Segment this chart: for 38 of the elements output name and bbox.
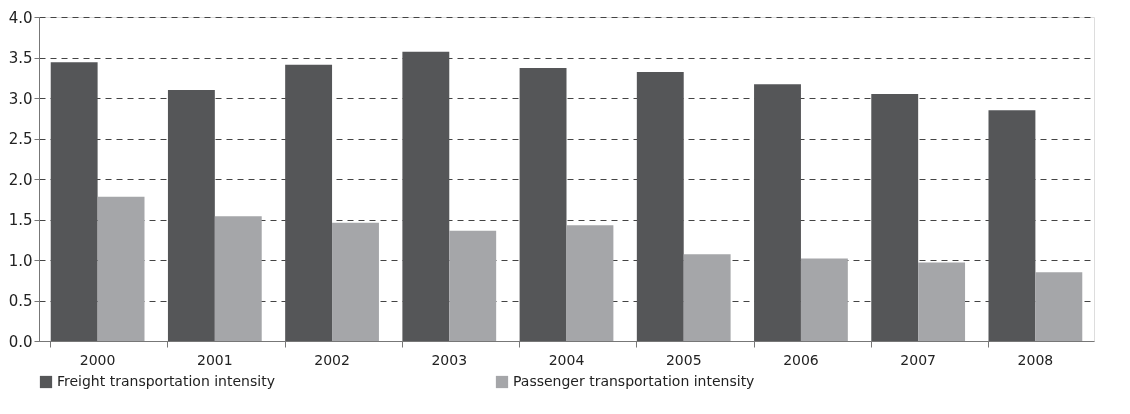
bar bbox=[754, 84, 801, 341]
x-tick-label: 2008 bbox=[1017, 351, 1054, 368]
bar bbox=[683, 254, 731, 341]
y-tick-label: 1.0 bbox=[8, 251, 33, 270]
bar bbox=[636, 72, 684, 341]
bar bbox=[871, 93, 919, 341]
x-tick-label: 2002 bbox=[314, 351, 350, 368]
x-tick-label: 2004 bbox=[548, 351, 585, 368]
x-tick-label: 2007 bbox=[900, 351, 936, 368]
x-tick-label: 2001 bbox=[197, 351, 233, 368]
y-tick-label: 2.0 bbox=[8, 170, 33, 189]
y-tick-label: 3.0 bbox=[8, 89, 33, 108]
bar bbox=[1035, 272, 1083, 341]
y-tick-label: 0.5 bbox=[8, 292, 33, 310]
bar bbox=[332, 222, 379, 341]
y-tick-label: 1.5 bbox=[8, 211, 33, 229]
legend-label: Passenger transportation intensity bbox=[513, 373, 755, 389]
bar bbox=[214, 216, 262, 341]
y-tick-label: 4.0 bbox=[8, 8, 33, 27]
bar bbox=[566, 225, 614, 341]
x-tick-label: 2005 bbox=[665, 351, 702, 368]
x-tick-label: 2000 bbox=[79, 351, 116, 368]
bar bbox=[449, 230, 497, 341]
y-tick-label: 2.5 bbox=[8, 130, 33, 148]
bar bbox=[918, 262, 966, 341]
bar bbox=[988, 110, 1036, 341]
bar bbox=[167, 89, 215, 341]
legend-label: Freight transportation intensity bbox=[57, 373, 275, 389]
bar bbox=[285, 64, 333, 341]
x-tick-label: 2003 bbox=[431, 351, 468, 368]
bar bbox=[50, 62, 98, 341]
x-tick-label: 2006 bbox=[783, 351, 819, 368]
bar bbox=[519, 68, 567, 341]
bar bbox=[800, 258, 848, 341]
y-tick-label: 0.0 bbox=[8, 332, 33, 351]
bar bbox=[402, 51, 450, 341]
y-tick-label: 3.5 bbox=[8, 49, 33, 67]
bar bbox=[97, 196, 145, 341]
